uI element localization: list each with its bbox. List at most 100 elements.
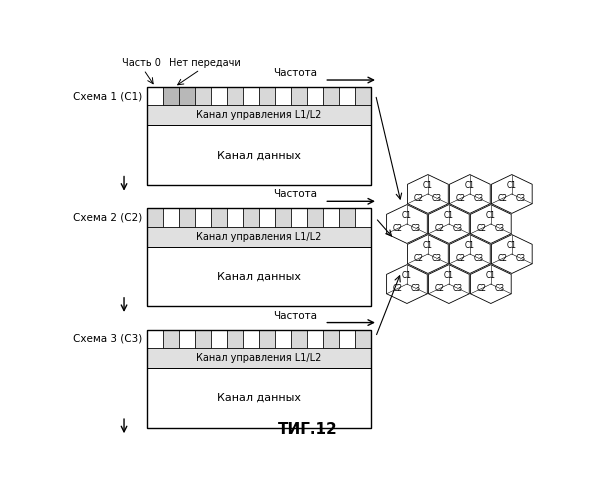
Text: C2: C2 — [414, 254, 424, 263]
Text: C3: C3 — [453, 224, 463, 233]
Text: C1: C1 — [423, 181, 433, 190]
Text: C3: C3 — [474, 194, 484, 203]
Polygon shape — [492, 234, 532, 274]
Bar — [307, 208, 323, 227]
Text: C2: C2 — [498, 254, 508, 263]
Polygon shape — [386, 204, 427, 244]
Text: C1: C1 — [486, 271, 496, 280]
Polygon shape — [407, 234, 448, 274]
Bar — [179, 208, 195, 227]
Bar — [227, 87, 243, 106]
Bar — [355, 87, 371, 106]
Bar — [275, 208, 291, 227]
Text: C3: C3 — [474, 254, 484, 263]
Text: C1: C1 — [465, 181, 475, 190]
Text: Канал управления L1/L2: Канал управления L1/L2 — [197, 353, 322, 363]
Text: C3: C3 — [432, 194, 442, 203]
Bar — [243, 330, 259, 348]
Text: Схема 1 (C1): Схема 1 (C1) — [73, 91, 142, 101]
Bar — [163, 330, 179, 348]
Bar — [227, 330, 243, 348]
Bar — [147, 246, 371, 306]
Bar — [147, 348, 371, 368]
Text: C3: C3 — [495, 224, 505, 233]
Bar — [259, 208, 275, 227]
Bar — [147, 87, 163, 106]
Bar — [147, 126, 371, 185]
Bar — [339, 87, 355, 106]
Text: C3: C3 — [516, 194, 526, 203]
Text: Частота: Частота — [273, 310, 317, 320]
Text: Канал данных: Канал данных — [217, 393, 301, 403]
Text: Схема 2 (C2): Схема 2 (C2) — [73, 212, 142, 222]
Bar — [195, 87, 211, 106]
Text: C3: C3 — [411, 224, 421, 233]
Text: C2: C2 — [456, 194, 466, 203]
Text: Канал данных: Канал данных — [217, 150, 301, 160]
Text: C1: C1 — [465, 241, 475, 250]
Polygon shape — [429, 204, 469, 244]
Bar — [243, 208, 259, 227]
Bar — [275, 87, 291, 106]
Bar — [291, 87, 307, 106]
Bar — [147, 106, 371, 126]
Bar — [275, 330, 291, 348]
Bar — [307, 87, 323, 106]
Bar — [195, 208, 211, 227]
Text: C2: C2 — [393, 284, 403, 293]
Bar — [323, 87, 339, 106]
Bar — [291, 208, 307, 227]
Bar — [227, 208, 243, 227]
Text: C2: C2 — [435, 224, 445, 233]
Bar — [243, 87, 259, 106]
Polygon shape — [471, 264, 511, 304]
Text: C2: C2 — [477, 284, 487, 293]
Text: C1: C1 — [444, 271, 454, 280]
Text: C2: C2 — [435, 284, 445, 293]
Bar — [211, 330, 227, 348]
Text: Частота: Частота — [273, 190, 317, 200]
Bar — [179, 87, 195, 106]
Text: C2: C2 — [414, 194, 424, 203]
Text: Канал управления L1/L2: Канал управления L1/L2 — [197, 232, 322, 241]
Text: C2: C2 — [477, 224, 487, 233]
Text: Схема 3 (C3): Схема 3 (C3) — [73, 334, 142, 344]
Text: C1: C1 — [507, 181, 517, 190]
Text: C1: C1 — [402, 271, 412, 280]
Text: C2: C2 — [393, 224, 403, 233]
Bar — [307, 330, 323, 348]
Text: C2: C2 — [456, 254, 466, 263]
Polygon shape — [450, 174, 490, 214]
Bar — [163, 87, 179, 106]
Bar — [259, 87, 275, 106]
Bar — [163, 208, 179, 227]
Text: C1: C1 — [423, 241, 433, 250]
Text: C3: C3 — [411, 284, 421, 293]
Text: C2: C2 — [498, 194, 508, 203]
Text: C1: C1 — [402, 211, 412, 220]
Text: ΤИГ.12: ΤИГ.12 — [278, 422, 338, 436]
Bar — [147, 330, 371, 428]
Bar — [355, 330, 371, 348]
Bar — [179, 330, 195, 348]
Text: C3: C3 — [453, 284, 463, 293]
Text: Нет передачи: Нет передачи — [169, 58, 240, 68]
Polygon shape — [407, 174, 448, 214]
Bar — [195, 330, 211, 348]
Polygon shape — [471, 204, 511, 244]
Bar — [147, 226, 371, 246]
Bar — [339, 208, 355, 227]
Bar — [211, 208, 227, 227]
Bar — [259, 330, 275, 348]
Text: Часть 0: Часть 0 — [122, 58, 161, 68]
Bar — [291, 330, 307, 348]
Bar — [355, 208, 371, 227]
Polygon shape — [492, 174, 532, 214]
Polygon shape — [429, 264, 469, 304]
Bar — [147, 330, 163, 348]
Bar — [147, 208, 163, 227]
Text: C3: C3 — [432, 254, 442, 263]
Bar — [211, 87, 227, 106]
Text: C1: C1 — [444, 211, 454, 220]
Polygon shape — [386, 264, 427, 304]
